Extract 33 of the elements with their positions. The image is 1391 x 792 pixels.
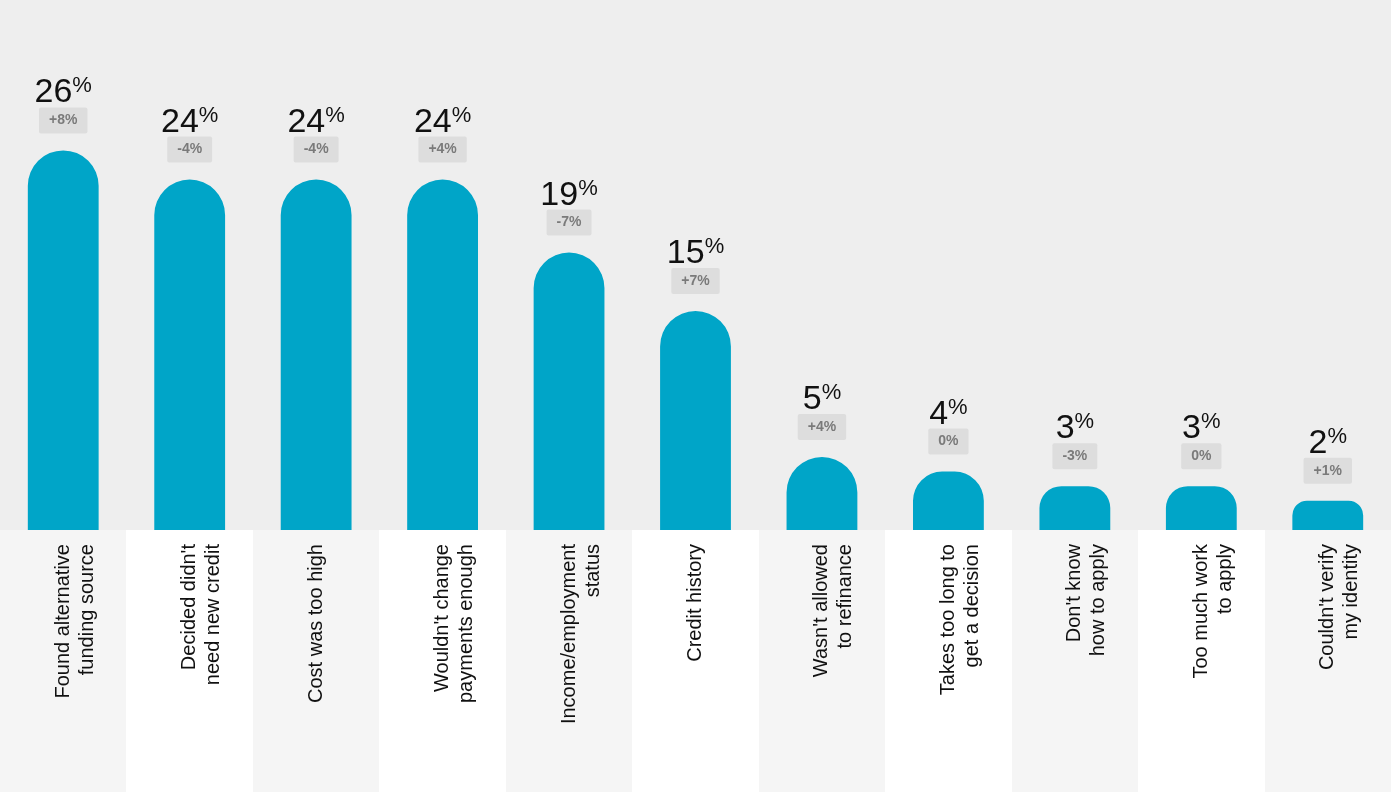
- x-tick-label: Income/employment status: [556, 543, 603, 725]
- annotation: +8%: [49, 111, 78, 128]
- annotation: -4%: [303, 140, 330, 157]
- annotation: +4%: [807, 417, 837, 434]
- data-label: 24%: [160, 100, 219, 139]
- annotation: +4%: [428, 140, 458, 157]
- bar: [1039, 486, 1111, 530]
- x-tick-label: Wouldn't change payments enough: [430, 544, 477, 704]
- data-label: 26%: [34, 71, 92, 110]
- annotation: +7%: [681, 271, 711, 288]
- data-label: 15%: [666, 232, 725, 270]
- bar: [1292, 500, 1364, 530]
- bar: [1165, 486, 1237, 530]
- data-label: 3%: [1182, 407, 1221, 446]
- x-tick-label: Credit history: [683, 544, 706, 662]
- annotation: 0%: [1191, 447, 1212, 464]
- x-tick-label: Wasn't allowed to refinance: [809, 544, 856, 678]
- data-label: 3%: [1055, 407, 1095, 446]
- data-label: 19%: [540, 173, 598, 212]
- data-label: 24%: [413, 100, 472, 139]
- annotation: -3%: [1062, 447, 1088, 464]
- data-label: 5%: [802, 378, 842, 416]
- data-label: 2%: [1308, 421, 1348, 460]
- x-tick-label: Cost was too high: [303, 544, 326, 703]
- x-tick-label: Found alternative funding source: [50, 544, 97, 699]
- data-label: 24%: [287, 100, 345, 139]
- annotation: 0%: [938, 432, 960, 449]
- annotation: -4%: [177, 140, 203, 157]
- data-label: 4%: [929, 392, 968, 431]
- annotation: +1%: [1313, 461, 1343, 478]
- annotation: -7%: [556, 213, 583, 230]
- x-tick-label: Too much work to apply: [1188, 543, 1235, 679]
- x-tick-label: Couldn't verify my identity: [1315, 544, 1362, 671]
